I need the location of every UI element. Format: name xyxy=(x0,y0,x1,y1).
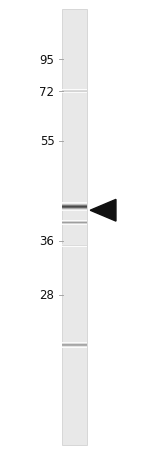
Polygon shape xyxy=(90,200,116,222)
Text: 28: 28 xyxy=(40,289,54,302)
Text: 55: 55 xyxy=(40,135,54,148)
Text: 95: 95 xyxy=(40,54,54,67)
Text: 72: 72 xyxy=(39,86,54,98)
Text: 36: 36 xyxy=(40,235,54,248)
Bar xyxy=(62,10,87,445)
